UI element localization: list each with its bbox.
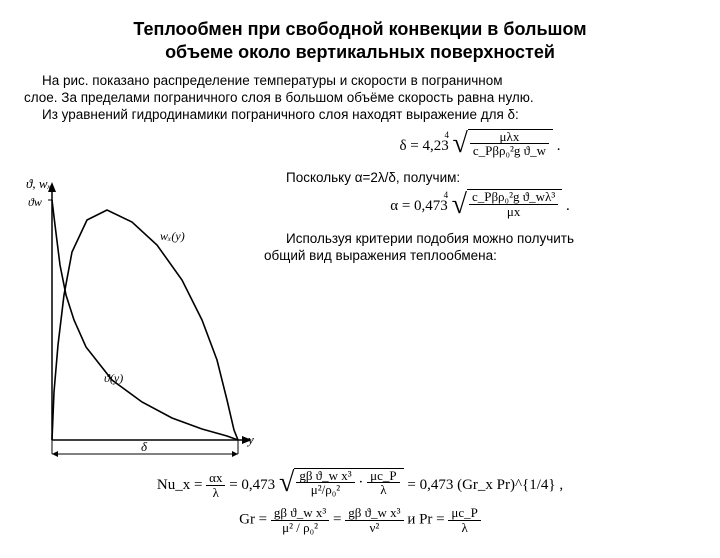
page-title: Теплообмен при свободной конвекции в бол…: [24, 18, 696, 63]
eq1-num: μλx: [470, 130, 549, 145]
eq1-den: c_Pβρ₀²g ϑ_w: [470, 144, 549, 158]
svg-text:ϑ, wₓ: ϑ, wₓ: [26, 176, 52, 191]
title-line-1: Теплообмен при свободной конвекции в бол…: [133, 19, 586, 39]
svg-text:δ: δ: [141, 439, 148, 454]
eq2-lhs: α = 0,473: [390, 199, 448, 215]
eq1-lhs: δ = 4,23: [399, 138, 448, 154]
svg-text:y: y: [246, 432, 254, 447]
text-mid: Поскольку α=2λ/δ, получим:: [264, 169, 696, 187]
text-after: Используя критерии подобия можно получит…: [264, 230, 696, 265]
title-line-2: объеме около вертикальных поверхностей: [165, 42, 555, 62]
eq2-num: c_Pβρ₀²g ϑ_wλ³: [469, 190, 558, 205]
svg-text:ϑw: ϑw: [28, 195, 42, 209]
equation-gr-pr: Gr = gβ ϑ_w x³μ² / ρ₀² = gβ ϑ_w x³ν² и P…: [24, 506, 696, 534]
intro-l2: слое. За пределами пограничного слоя в б…: [24, 90, 534, 105]
equation-nusselt: Nu_x = αxλ = 0,473 4√ gβ ϑ_w x³μ²/ρ₀² · …: [24, 471, 696, 500]
boundary-layer-chart: ϑ, wₓ y ϑw wₓ(y) ϑ(y) δ: [24, 172, 254, 465]
svg-text:wₓ(y): wₓ(y): [160, 229, 185, 243]
svg-text:ϑ(y): ϑ(y): [104, 371, 123, 385]
intro-paragraph: На рис. показано распределение температу…: [24, 73, 696, 124]
intro-l3: Из уравнений гидродинамики пограничного …: [42, 107, 519, 122]
intro-l1: На рис. показано распределение температу…: [42, 73, 503, 88]
eq2-den: μx: [469, 205, 558, 219]
equation-delta: δ = 4,23 4√ μλx c_Pβρ₀²g ϑ_w .: [264, 132, 696, 161]
equation-alpha: α = 0,473 4√ c_Pβρ₀²g ϑ_wλ³ μx .: [264, 192, 696, 221]
